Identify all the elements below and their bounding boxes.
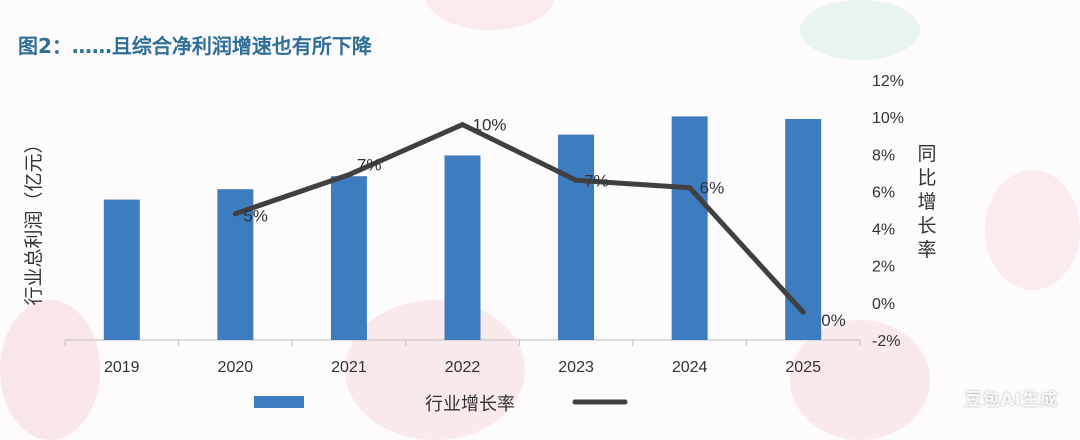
data-label: 10%	[473, 116, 507, 135]
y-right-tick-label: 0%	[872, 296, 895, 313]
x-tick-label: 2023	[558, 359, 594, 376]
y-right-tick-label: 8%	[872, 147, 895, 164]
chart-title: 图2：……且综合净利润增速也有所下降	[18, 34, 372, 58]
line-point-2022	[460, 122, 465, 128]
y-right-tick-label: 12%	[872, 73, 904, 90]
y-right-tick-label: 10%	[872, 110, 904, 127]
legend-swatch-bars	[254, 396, 304, 408]
bar-2024	[671, 116, 708, 341]
background-decoration	[985, 170, 1080, 290]
x-tick-label: 2020	[218, 359, 254, 376]
growth-rate-line	[232, 122, 806, 315]
y-left-axis-label: 行业总利润（亿元）	[23, 134, 45, 305]
line-point-2021	[346, 172, 352, 178]
legend-label-growth: 行业增长率	[425, 394, 515, 415]
bar-2021	[330, 176, 367, 340]
y-right-axis-label: 同比增长率	[917, 143, 936, 261]
data-label: 0%	[821, 311, 846, 330]
y-right-tick-label: 2%	[872, 259, 895, 276]
x-tick-label: 2021	[331, 359, 367, 376]
bar-2019	[103, 199, 140, 340]
data-label: 7%	[357, 156, 382, 175]
bar-2023	[558, 134, 595, 340]
data-label: 7%	[584, 171, 609, 190]
x-tick-label: 2019	[104, 359, 140, 376]
x-tick-label: 2025	[785, 359, 821, 376]
data-label: 5%	[243, 207, 268, 226]
bar-2022	[444, 155, 481, 340]
line-point-2023	[573, 177, 579, 183]
background-decoration	[800, 0, 920, 60]
data-label: 6%	[700, 179, 725, 198]
background-decoration	[345, 300, 525, 440]
line-point-2025	[800, 309, 806, 315]
x-tick-label: 2022	[445, 359, 481, 376]
line-point-2024	[687, 185, 693, 191]
y-right-tick-label: -2%	[872, 333, 900, 350]
y-right-tick-label: 4%	[872, 222, 895, 239]
watermark: 豆包AI生成	[964, 390, 1058, 410]
line-point-2020	[232, 211, 238, 217]
x-tick-label: 2024	[672, 359, 708, 376]
bar-2025	[785, 119, 822, 340]
background-decoration	[0, 300, 100, 440]
y-right-tick-label: 6%	[872, 184, 895, 201]
